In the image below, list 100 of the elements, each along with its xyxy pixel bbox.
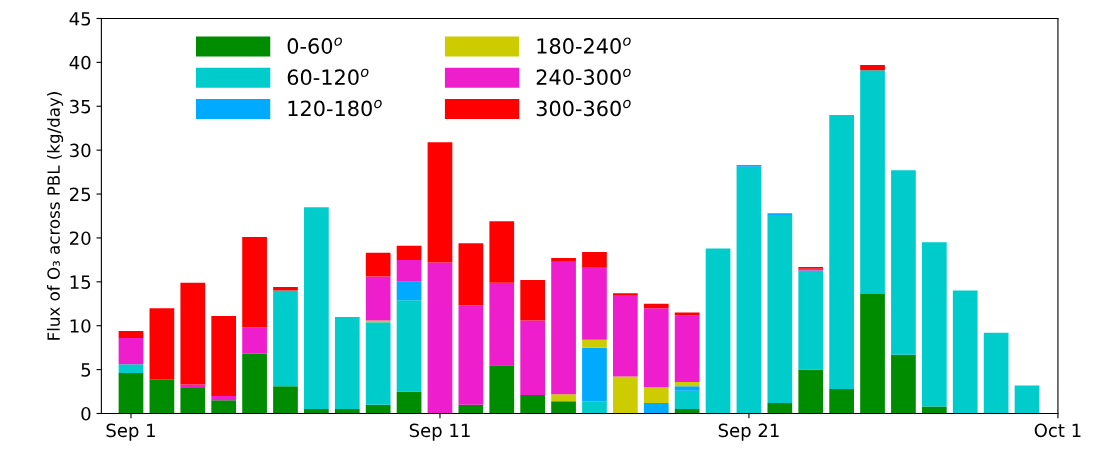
- bar: [427, 142, 453, 263]
- bar: [829, 115, 854, 389]
- bar: [674, 409, 700, 414]
- y-tick-label: 5: [81, 363, 91, 377]
- bar: [767, 215, 793, 403]
- bar: [674, 386, 700, 391]
- legend-label: 240-300$^{o}$: [536, 68, 631, 86]
- bar: [242, 237, 267, 328]
- bar: [118, 373, 144, 414]
- bar: [242, 353, 267, 414]
- bar: [674, 381, 700, 387]
- bar: [551, 401, 576, 414]
- y-tick-label: 15: [70, 275, 91, 289]
- bar: [149, 308, 175, 380]
- bar: [242, 327, 267, 354]
- bar: [304, 409, 329, 414]
- bar: [829, 388, 854, 414]
- bar: [1014, 385, 1040, 414]
- bar: [613, 295, 638, 377]
- bar: [705, 248, 731, 414]
- bar: [520, 395, 546, 414]
- bar: [396, 391, 422, 414]
- bar: [273, 287, 298, 291]
- bar: [674, 390, 700, 410]
- y-tick-label: 45: [69, 12, 91, 26]
- bar: [520, 320, 546, 396]
- bar: [891, 170, 916, 355]
- bar: [211, 395, 237, 401]
- bar: [613, 293, 638, 296]
- bar: [798, 369, 824, 414]
- legend-label: 60-120$^{o}$: [287, 68, 369, 86]
- bar: [273, 290, 298, 387]
- bar: [149, 379, 175, 414]
- bar: [458, 243, 484, 306]
- bar: [396, 245, 422, 260]
- bar: [891, 354, 916, 414]
- y-tick-label: 0: [81, 406, 91, 421]
- legend-label: 0-60$^{o}$: [287, 37, 342, 54]
- bar: [396, 300, 422, 392]
- bar: [582, 251, 607, 267]
- bar: [582, 266, 607, 340]
- bar: [118, 338, 144, 365]
- bar: [860, 70, 885, 295]
- bar: [489, 282, 515, 366]
- bar: [180, 282, 206, 385]
- y-tick-label: 30: [70, 143, 91, 158]
- bar: [767, 402, 793, 414]
- bar: [334, 316, 360, 410]
- x-tick-label: Sep 21: [718, 423, 779, 441]
- bar: [582, 339, 607, 348]
- bar: [334, 409, 360, 414]
- bar: [921, 406, 947, 414]
- bar: [643, 308, 669, 388]
- y-tick-label: 35: [70, 99, 91, 114]
- bar: [396, 259, 422, 282]
- bar: [582, 347, 607, 402]
- bar: [643, 387, 669, 403]
- bar: [489, 221, 515, 283]
- y-tick-label: 25: [70, 187, 91, 202]
- y-tick-label: 10: [70, 319, 91, 333]
- bar: [921, 242, 947, 407]
- x-tick-label: Oct 1: [1034, 423, 1081, 438]
- bar: [551, 394, 576, 402]
- bar: [211, 316, 237, 396]
- x-tick-label: Sep 11: [409, 423, 470, 441]
- bar: [365, 322, 391, 405]
- y-tick-label: 40: [69, 55, 91, 70]
- bar: [365, 276, 391, 321]
- bar: [952, 290, 978, 414]
- bar: [180, 388, 206, 414]
- bar: [736, 166, 762, 414]
- bar: [860, 65, 885, 71]
- x-tick-label: Sep 1: [106, 423, 155, 441]
- legend-label: 180-240$^{o}$: [537, 37, 631, 54]
- bar: [798, 270, 824, 370]
- legend-label: 300-360$^{o}$: [536, 99, 631, 117]
- bar: [860, 294, 885, 414]
- bar: [458, 305, 484, 405]
- bar: [674, 315, 700, 382]
- bar: [365, 252, 391, 277]
- bar: [118, 330, 144, 338]
- bar: [582, 401, 607, 414]
- y-tick-label: 20: [70, 231, 91, 246]
- bar: [273, 386, 298, 414]
- bar: [489, 365, 515, 414]
- bar: [304, 207, 329, 410]
- bar: [643, 303, 669, 309]
- bar: [396, 281, 422, 301]
- bar: [983, 332, 1009, 414]
- bar: [118, 364, 144, 374]
- bar: [613, 376, 638, 414]
- bar: [551, 258, 576, 262]
- y-axis-title: Flux of O₃ across PBL (kg/day): [47, 92, 64, 340]
- bar: [643, 402, 669, 414]
- bar: [365, 404, 391, 414]
- legend-label: 120-180$^{o}$: [288, 99, 382, 117]
- bar: [211, 400, 237, 414]
- bar: [551, 261, 576, 395]
- bar: [427, 262, 453, 414]
- bar: [520, 280, 546, 321]
